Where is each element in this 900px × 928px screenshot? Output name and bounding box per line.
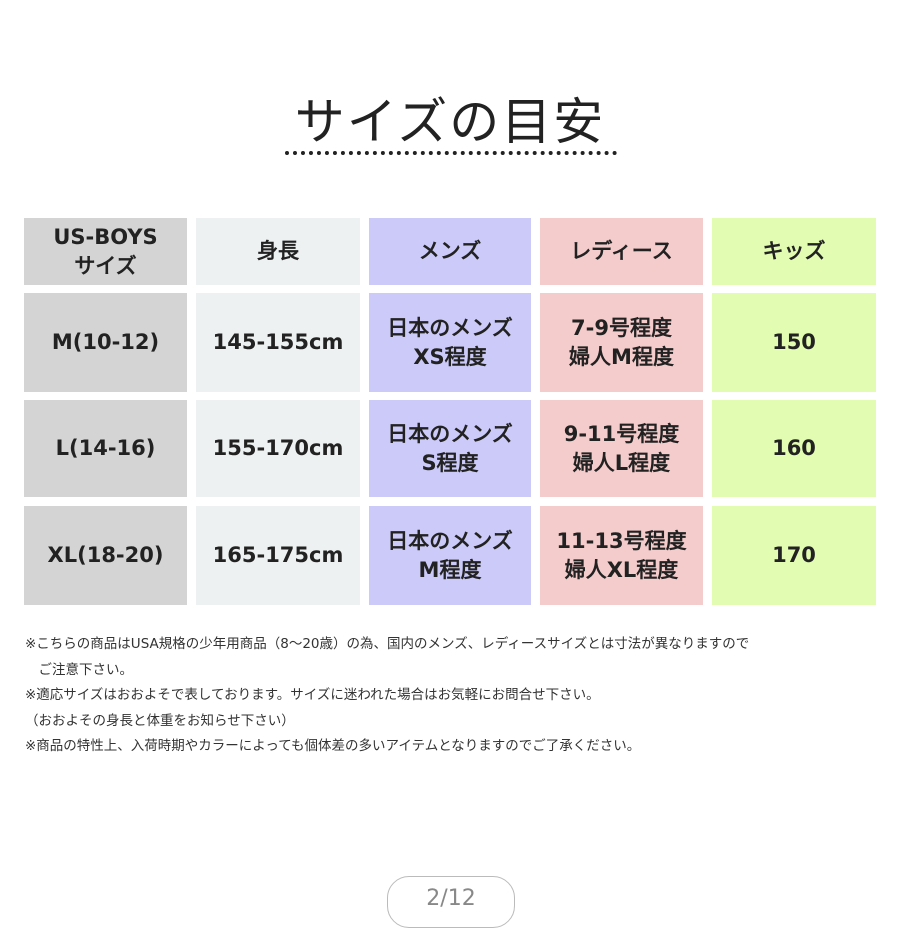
table-cell: 160 [712,400,876,497]
table-cell: L(14-16) [24,400,187,497]
note-line: ご注意下さい。 [25,661,133,678]
table-cell: 日本のメンズ XS程度 [369,293,531,392]
header-mens: メンズ [369,218,531,285]
table-cell: 日本のメンズ S程度 [369,400,531,497]
header-ladies: レディース [540,218,703,285]
table-cell: M(10-12) [24,293,187,392]
notes: ※こちらの商品はUSA規格の少年用商品（8〜20歳）の為、国内のメンズ、レディー… [25,632,749,760]
title-underline [285,151,617,155]
header-kids: キッズ [712,218,876,285]
table-cell: 165-175cm [196,506,360,605]
note-line: ※適応サイズはおおよそで表しております。サイズに迷われた場合はお気軽にお問合せ下… [25,687,600,703]
table-cell: 7-9号程度 婦人M程度 [540,293,703,392]
note-line: ※こちらの商品はUSA規格の少年用商品（8〜20歳）の為、国内のメンズ、レディー… [25,636,750,652]
table-cell: 日本のメンズ M程度 [369,506,531,605]
note-line: ※商品の特性上、入荷時期やカラーによっても個体差の多いアイテムとなりますのでご了… [25,738,641,754]
table-cell: 155-170cm [196,400,360,497]
table-cell: 150 [712,293,876,392]
page-title: サイズの目安 [294,93,606,151]
table-cell: XL(18-20) [24,506,187,605]
header-us-boys-size: US-BOYS サイズ [24,218,187,285]
table-cell: 170 [712,506,876,605]
table-cell: 11-13号程度 婦人XL程度 [540,506,703,605]
header-height: 身長 [196,218,360,285]
page-indicator: 2/12 [387,876,515,928]
table-cell: 9-11号程度 婦人L程度 [540,400,703,497]
note-line: （おおよその身長と体重をお知らせ下さい） [25,712,295,729]
table-cell: 145-155cm [196,293,360,392]
